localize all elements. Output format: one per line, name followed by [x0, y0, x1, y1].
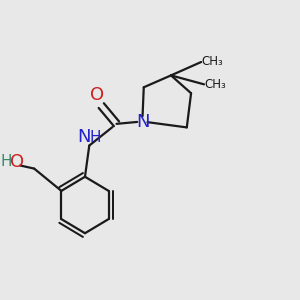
Text: N: N: [77, 128, 91, 146]
Text: H: H: [0, 154, 12, 169]
Text: O: O: [10, 153, 24, 171]
Text: N: N: [136, 113, 149, 131]
Text: CH₃: CH₃: [202, 55, 224, 68]
Text: H: H: [90, 130, 101, 145]
Text: O: O: [90, 86, 104, 104]
Text: CH₃: CH₃: [205, 78, 226, 92]
